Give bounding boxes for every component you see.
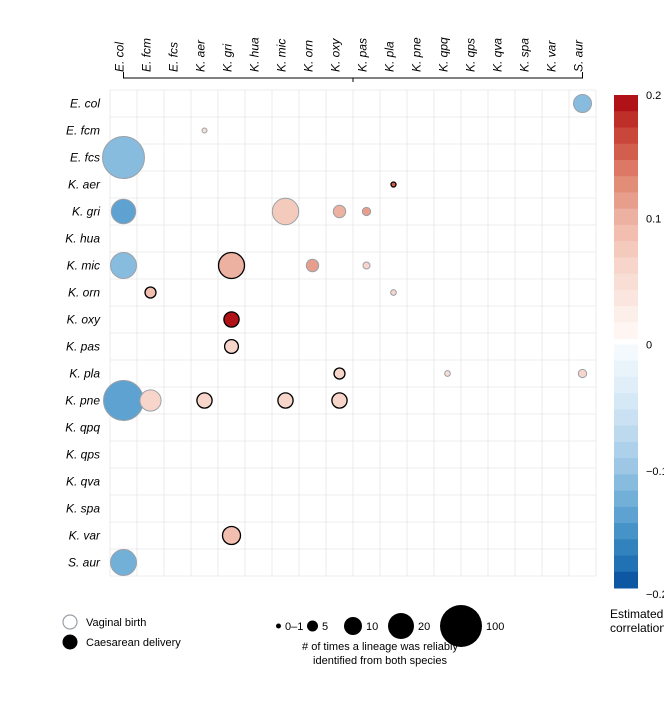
bubble [306,259,318,271]
col-label: K. pne [410,37,424,72]
bubble [145,287,156,298]
col-label: K. qpq [437,37,451,72]
row-label: E. fcs [70,151,100,165]
size-legend-label: 0–1 [285,621,303,633]
col-label: K. qva [491,38,505,72]
size-legend-label: 100 [486,621,504,633]
bubble [334,368,345,379]
bubble [104,381,144,421]
row-label: S. aur [68,556,101,570]
bubble [111,199,135,223]
bubble [224,312,239,327]
size-legend-marker [307,621,318,632]
row-label: K. gri [72,205,100,219]
size-legend-marker [344,617,362,635]
col-label: K. gri [221,44,235,72]
bubble [272,198,298,224]
size-legend-marker [276,624,281,629]
bubble [445,371,451,377]
row-label: E. col [70,97,100,111]
col-label: K. pas [356,38,370,72]
bubble [111,550,137,576]
bubble [197,393,212,408]
col-label: K. mic [275,39,289,72]
col-label: K. hua [248,37,262,72]
colorbar-title: Estimated [610,607,663,621]
colorbar-tick: 0.2 [646,90,661,102]
size-legend-title: # of times a lineage was reliably [302,641,458,653]
bubble [103,137,145,179]
row-label: K. hua [65,232,100,246]
bubble [574,95,592,113]
colorbar-tick: −0.2 [646,589,664,601]
colorbar-tick: 0.1 [646,213,661,225]
row-label: K. var [69,529,101,543]
row-label: K. pla [69,367,100,381]
size-legend-label: 20 [418,621,430,633]
row-label: E. fcm [66,124,100,138]
col-label: K. spa [518,38,532,72]
bubble [111,253,137,279]
colorbar-tick: −0.1 [646,466,664,478]
row-label: K. oxy [67,313,101,327]
col-label: E. col [113,42,127,72]
col-label: E. fcm [140,38,154,72]
bubble [363,262,370,269]
row-label: K. qva [66,475,100,489]
bubble [333,205,345,217]
colorbar-tick: 0 [646,340,652,352]
vaginal-legend-label: Vaginal birth [86,617,146,629]
row-label: K. qpq [65,421,100,435]
row-label: K. spa [66,502,100,516]
col-label: K. oxy [329,38,343,72]
row-label: K. qps [66,448,100,462]
bubble [391,290,397,296]
col-label: K. orn [302,40,316,72]
col-label: E. fcs [167,42,181,72]
row-label: K. orn [68,286,100,300]
bubble [278,393,293,408]
bubble [332,393,347,408]
col-label: K. var [545,40,559,72]
bubble [202,128,207,133]
col-label: K. qps [464,38,478,72]
bubble [223,527,241,545]
bubble [391,182,396,187]
bubble [362,207,370,215]
col-label: S. aur [572,39,586,72]
row-label: K. pas [66,340,100,354]
size-legend-marker [388,613,414,639]
size-legend-label: 10 [366,621,378,633]
size-legend-label: 5 [322,621,328,633]
size-legend-title: identified from both species [313,655,447,667]
row-label: K. pne [65,394,100,408]
col-label: K. pla [383,41,397,72]
caesarean-legend-icon [63,635,77,649]
colorbar-title: correlation [610,621,664,635]
bubble [578,369,586,377]
row-label: K. mic [67,259,100,273]
row-label: K. aer [68,178,101,192]
bubble [219,253,245,279]
bubble [225,340,239,354]
caesarean-legend-label: Caesarean delivery [86,637,181,649]
col-label: K. aer [194,39,208,72]
bubble [140,390,161,411]
